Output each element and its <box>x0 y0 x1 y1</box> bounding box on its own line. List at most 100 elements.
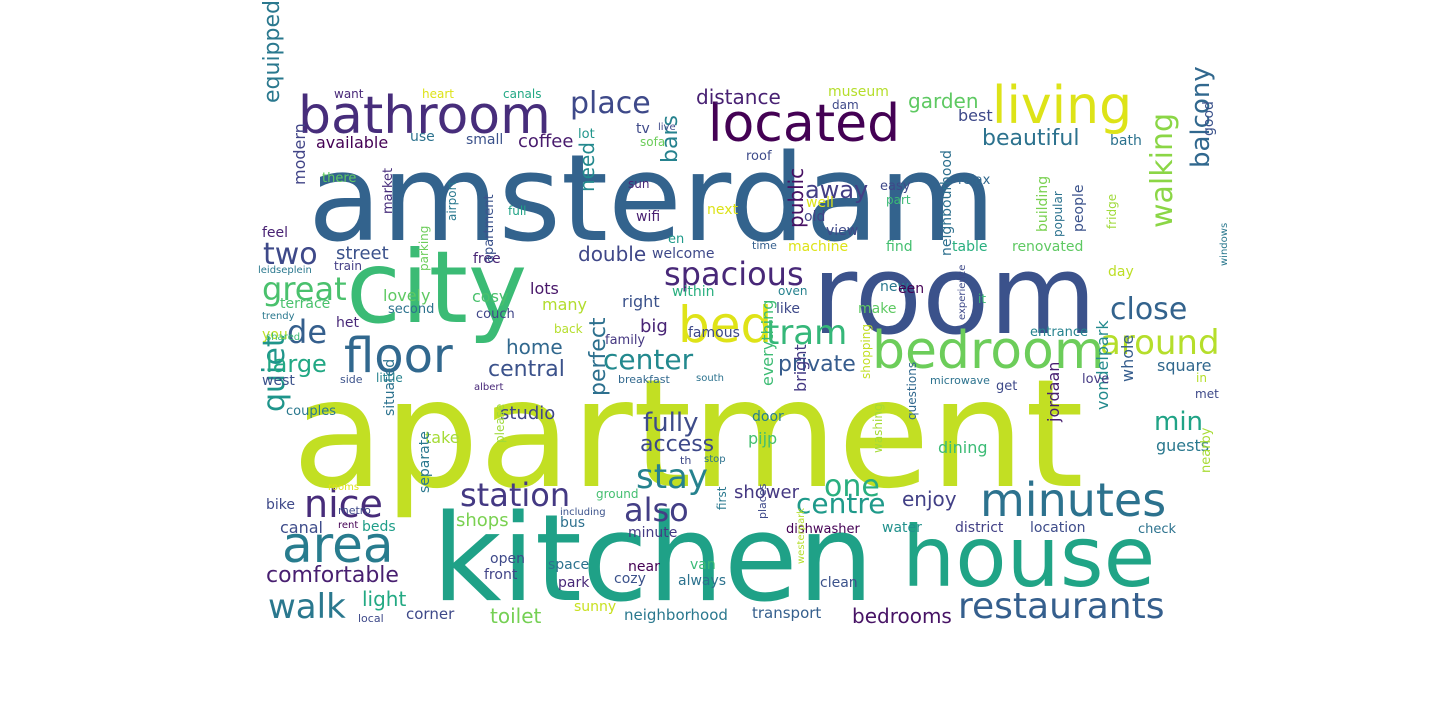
word-time: time <box>752 239 777 252</box>
word-nearby: nearby <box>1199 427 1214 473</box>
word-place: place <box>570 86 651 121</box>
word-rent: rent <box>338 520 359 531</box>
word-canals: canals <box>503 87 542 101</box>
word-het: het <box>336 315 359 331</box>
word-always: always <box>678 573 727 589</box>
word-lot: lot <box>578 127 595 142</box>
word-machine: machine <box>788 239 849 255</box>
word-little: little <box>376 371 403 385</box>
word-separate: separate <box>417 431 433 494</box>
word-microwave: microwave <box>930 374 990 387</box>
word-double: double <box>578 242 647 266</box>
word-amsterdam: amsterdam <box>308 130 996 269</box>
word-area: area <box>282 516 394 574</box>
word-couch: couch <box>476 307 515 322</box>
word-minute: minute <box>628 525 678 541</box>
word-great: great <box>262 270 347 308</box>
word-shared: shared <box>266 332 301 343</box>
word-walk: walk <box>268 587 346 627</box>
word-bike: bike <box>266 497 295 513</box>
word-feel: feel <box>262 225 289 241</box>
word-roof: roof <box>746 149 772 164</box>
word-back: back <box>554 322 583 336</box>
word-free: free <box>473 251 501 267</box>
word-apartment: apartment <box>292 348 1084 522</box>
word-everything: everything <box>758 299 777 386</box>
word-apartment2: apartment <box>482 194 497 263</box>
word-tv: tv <box>636 121 650 137</box>
word-oven: oven <box>778 284 808 298</box>
word-street: street <box>336 243 389 264</box>
word-side: side <box>340 373 363 386</box>
word-en: en <box>668 232 685 247</box>
word-front: front <box>484 567 518 583</box>
word-bedroom: bedroom <box>872 321 1105 381</box>
word-private: private <box>778 352 856 377</box>
word-train: train <box>334 259 362 273</box>
word-de: de <box>287 313 327 351</box>
word-museum: museum <box>828 84 889 100</box>
word-couples: couples <box>286 404 336 419</box>
word-there: there <box>322 171 357 186</box>
word-experience: experience <box>957 264 968 320</box>
word-sofa: sofa <box>640 135 666 149</box>
word-many: many <box>542 295 587 314</box>
word-love: love <box>1082 372 1110 387</box>
word-table: table <box>952 239 988 255</box>
word-bus: bus <box>560 515 586 531</box>
word-large: large <box>266 350 327 378</box>
word-house: house <box>902 508 1156 606</box>
word-dining: dining <box>938 438 988 457</box>
word-centre: centre <box>796 487 886 520</box>
word-two: two <box>263 237 318 272</box>
word-right: right <box>622 292 660 311</box>
word-need: need <box>575 142 599 192</box>
word-square: square <box>1157 356 1212 375</box>
word-good: good <box>1201 101 1217 137</box>
word-use: use <box>410 129 435 145</box>
word-bright: bright <box>791 343 810 392</box>
word-airport: airport <box>445 180 459 222</box>
word-stop: stop <box>704 454 726 465</box>
word-live: live <box>658 122 676 133</box>
word-find: find <box>886 239 913 255</box>
word-located: located <box>708 94 901 154</box>
word-minutes: minutes <box>980 473 1167 527</box>
word-it: it <box>978 292 987 306</box>
word-open: open <box>490 551 525 567</box>
word-room: room <box>812 231 1097 359</box>
word-small: small <box>466 132 504 148</box>
word-home: home <box>506 335 563 359</box>
word-view: view <box>826 223 859 239</box>
word-dishwasher: dishwasher <box>786 522 860 537</box>
word-fridge: fridge <box>1105 194 1119 230</box>
word-nice: nice <box>304 482 383 526</box>
word-make: make <box>858 301 897 317</box>
word-fully: fully <box>643 408 699 438</box>
word-shops: shops <box>456 510 509 531</box>
word-well: well <box>806 195 834 211</box>
word-garden: garden <box>908 89 979 113</box>
word-center: center <box>603 343 694 376</box>
word-station: station <box>460 476 571 514</box>
word-th: th <box>680 454 692 467</box>
word-check: check <box>1138 522 1177 537</box>
word-public: public <box>784 167 808 228</box>
word-famous: famous <box>688 325 740 341</box>
word-like: like <box>776 301 801 317</box>
word-toilet: toilet <box>490 604 542 628</box>
word-rooms: rooms <box>328 482 360 493</box>
word-trendy: trendy <box>262 311 295 322</box>
word-min: min <box>1154 407 1204 437</box>
word-perfect: perfect <box>586 317 611 397</box>
word-light: light <box>362 587 407 611</box>
word-neighborhood: neighborhood <box>624 606 728 624</box>
word-sunny: sunny <box>574 599 617 615</box>
word-restaurants: restaurants <box>958 586 1165 627</box>
word-cozy: cozy <box>614 571 646 587</box>
word-building: building <box>1035 176 1051 233</box>
word-leidseplein: leidseplein <box>258 265 312 276</box>
word-places: places <box>756 483 769 519</box>
